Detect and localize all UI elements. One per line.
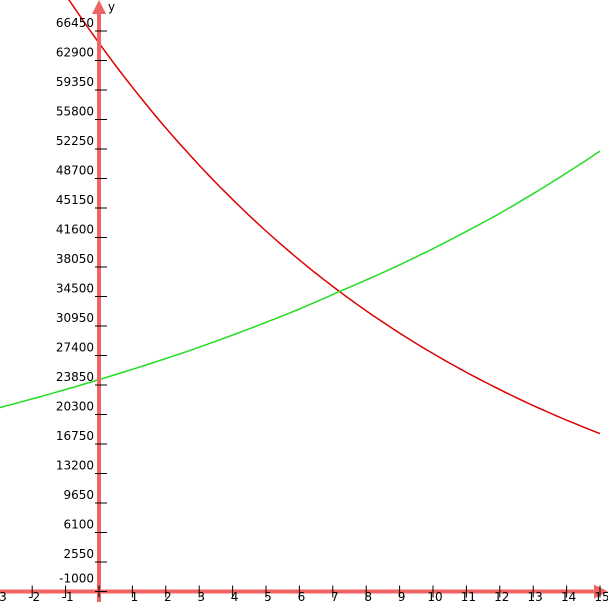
x-tick-label: 6	[298, 590, 306, 602]
y-tick-label: 9650	[63, 488, 94, 502]
y-tick-label: 55800	[56, 105, 94, 119]
y-tick-label: 52250	[56, 134, 94, 148]
x-tick-label: 4	[231, 590, 239, 602]
y-tick-label: 59350	[56, 75, 94, 89]
y-tick-label: 30950	[56, 311, 94, 325]
y-tick-label: 27400	[56, 341, 94, 355]
y-tick-label: 23850	[56, 370, 94, 384]
y-tick-label: 48700	[56, 164, 94, 178]
x-tick-label: 12	[494, 590, 509, 602]
y-tick-label: 62900	[56, 46, 94, 60]
x-tick-label: 10	[427, 590, 442, 602]
y-axis-label: y	[108, 0, 115, 14]
x-tick-label: 14	[561, 590, 576, 602]
x-tick-label: 11	[461, 590, 476, 602]
x-tick-label: 1	[131, 590, 139, 602]
y-tick-label: -1000	[59, 572, 94, 586]
x-tick-label: 13	[528, 590, 543, 602]
y-axis-arrow	[92, 0, 106, 14]
x-tick-label: 7	[331, 590, 339, 602]
y-tick-label: 66450	[56, 16, 94, 30]
x-tick-label: 5	[264, 590, 272, 602]
y-tick-label: 6100	[63, 518, 94, 532]
series-line-2	[0, 150, 601, 409]
series-line-1	[68, 0, 601, 435]
y-tick-label: 2550	[63, 547, 94, 561]
x-tick-label: 15	[594, 590, 608, 602]
y-tick-label: 41600	[56, 223, 94, 237]
x-tick-label: 2	[164, 590, 172, 602]
y-tick-label: 45150	[56, 193, 94, 207]
y-tick-label: 34500	[56, 282, 94, 296]
x-tick-label: -3	[0, 590, 7, 602]
y-tick-label: 38050	[56, 252, 94, 266]
y-tick-label: 16750	[56, 429, 94, 443]
x-tick-label: 8	[364, 590, 372, 602]
x-axis-arrow	[594, 584, 608, 599]
x-tick-label: 3	[197, 590, 205, 602]
y-tick-label: 13200	[56, 459, 94, 473]
x-tick-label: -1	[62, 590, 74, 602]
x-tick-label: 9	[398, 590, 406, 602]
x-tick-label: -2	[28, 590, 40, 602]
y-tick-label: 20300	[56, 400, 94, 414]
